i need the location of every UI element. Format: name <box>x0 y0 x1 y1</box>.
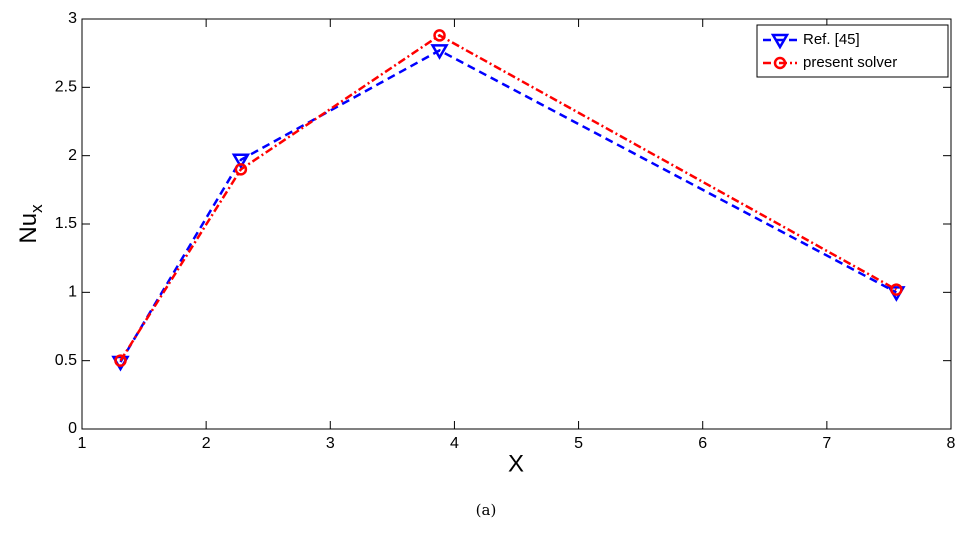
y-tick-label: 2.5 <box>55 79 77 96</box>
legend-label: present solver <box>803 54 897 71</box>
marker <box>234 163 248 176</box>
marker <box>114 354 127 367</box>
x-axis-label: X <box>508 450 524 477</box>
y-tick-label: 1.5 <box>55 215 77 232</box>
marker <box>770 33 790 50</box>
y-tick-label: 1 <box>68 284 77 301</box>
x-tick-label: 8 <box>947 435 956 452</box>
marker <box>430 44 449 60</box>
x-tick-label: 7 <box>822 435 831 452</box>
y-label-sub: x <box>27 204 46 213</box>
x-tick-label: 1 <box>78 435 87 452</box>
legend: Ref. [45] present solver <box>756 24 949 78</box>
x-tick-label: 6 <box>698 435 707 452</box>
x-tick-label: 3 <box>326 435 335 452</box>
y-tick-label: 0.5 <box>55 352 77 369</box>
plot-frame <box>81 18 952 430</box>
y-axis-label: Nux <box>15 204 46 244</box>
legend-box <box>756 24 949 78</box>
y-tick-label: 2 <box>68 147 77 164</box>
marker <box>231 153 251 170</box>
marker <box>433 29 446 42</box>
series-line <box>119 33 897 362</box>
x-tick-label: 2 <box>202 435 211 452</box>
marker <box>773 56 787 70</box>
legend-label: Ref. [45] <box>803 31 860 48</box>
x-tick-label: 4 <box>450 435 459 452</box>
y-tick-label: 0 <box>68 420 77 437</box>
marker <box>890 283 903 296</box>
series-line <box>119 49 897 363</box>
y-label-main: Nu <box>15 213 42 244</box>
x-tick-label: 5 <box>574 435 583 452</box>
y-tick-label: 3 <box>68 10 77 27</box>
caption: (a) <box>476 501 497 519</box>
